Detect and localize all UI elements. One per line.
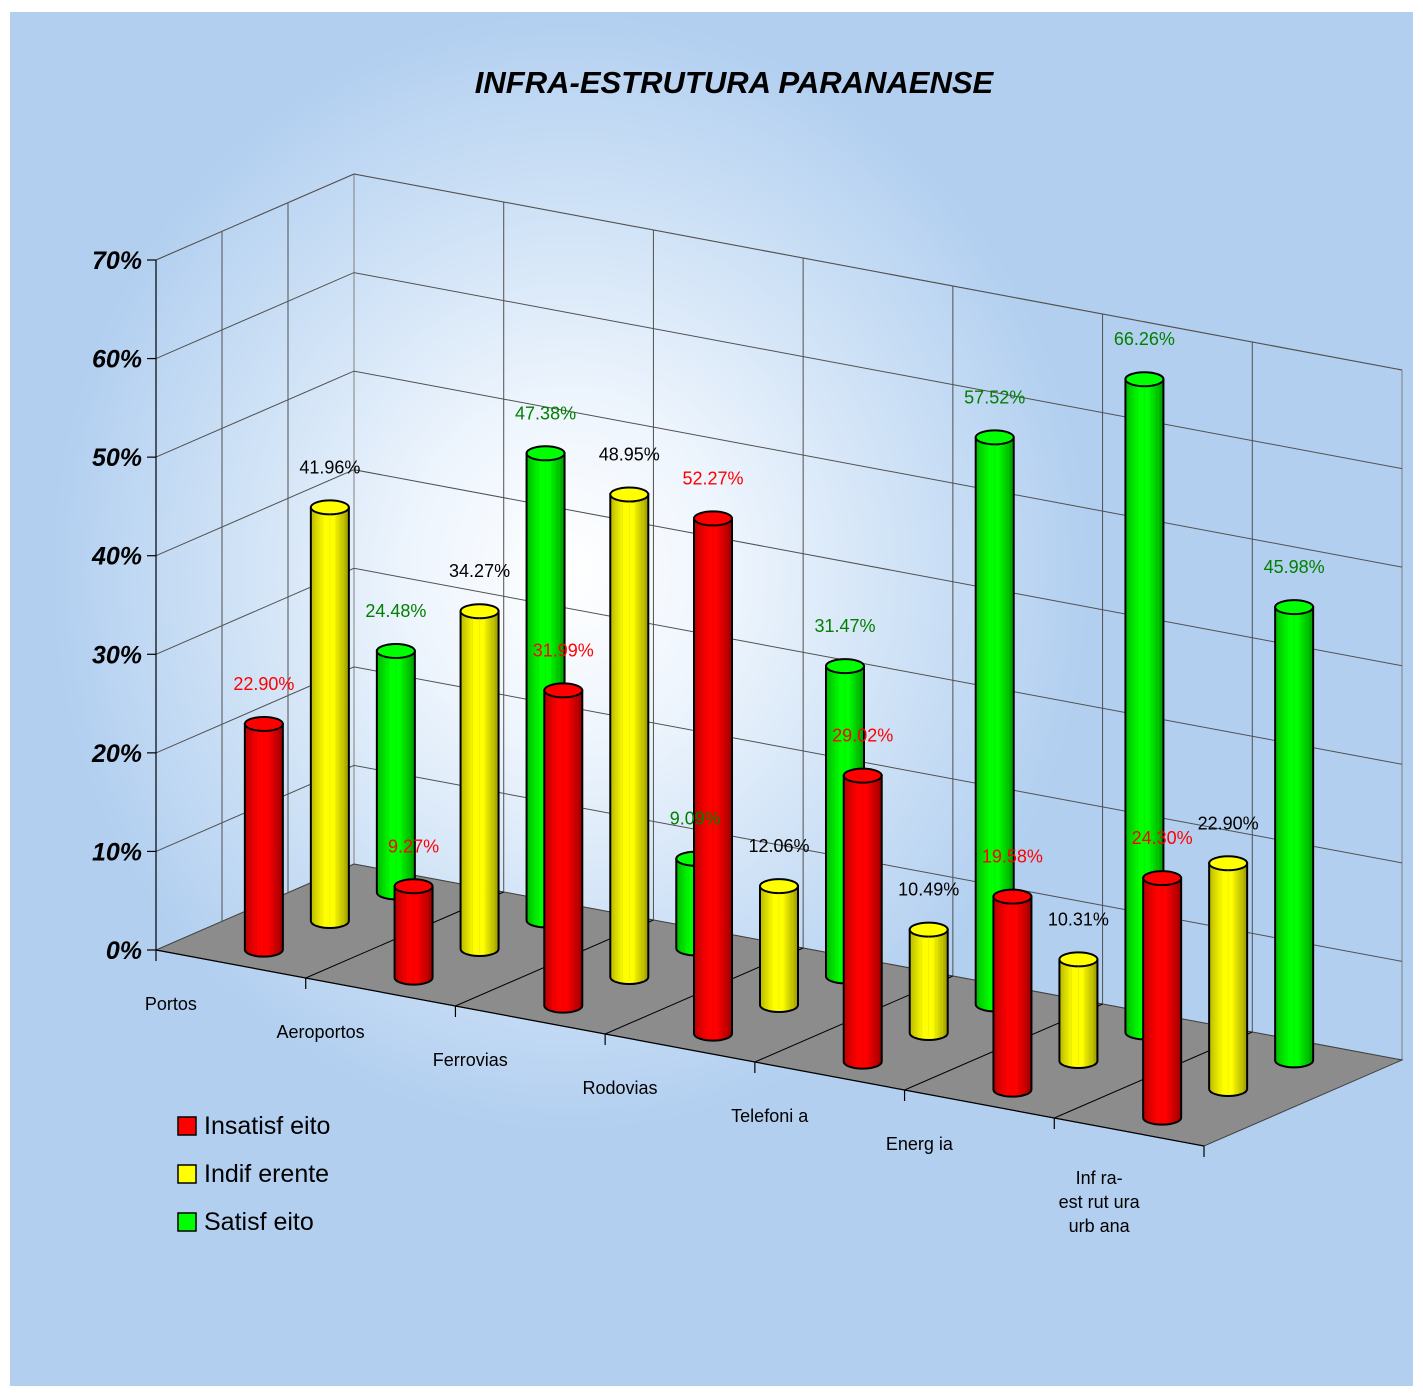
x-tick-label: Portos [145,994,197,1014]
data-label: 52.27% [682,468,743,488]
bar-cap [825,658,865,675]
bar-insatisfeito-6 [992,888,1033,1098]
y-tick-label: 60% [92,346,142,374]
data-label: 47.38% [515,403,576,423]
bar-cap [1274,599,1315,616]
bar-cap [393,878,434,895]
bar-cap [974,429,1015,446]
legend-swatch [177,1164,197,1184]
bar-cap [992,888,1033,905]
x-tick-label: Rodovias [582,1078,657,1098]
bar-cap [525,445,566,462]
data-label: 19.58% [982,847,1043,867]
bar-cap [375,643,416,660]
y-tick-label: 0% [106,937,142,965]
chart-background: INFRA-ESTRUTURA PARANAENSE 0% 10% 20% 30% 40… [10,12,1413,1386]
x-tick-label: Aeroportos [277,1022,365,1042]
data-label: 48.95% [599,444,660,464]
data-label: 10.31% [1048,909,1109,929]
bar-cap [759,878,799,895]
chart-svg: INFRA-ESTRUTURA PARANAENSE 0% 10% 20% 30% 40… [91,65,1404,1236]
y-tick-label: 70% [92,247,142,275]
bar-cap [309,499,350,516]
bar-indiferente-7 [1208,855,1249,1097]
data-label: 24.30% [1132,828,1193,848]
data-label: 66.26% [1114,329,1175,349]
bar-insatisfeito-7 [1142,870,1183,1126]
data-label: 24.48% [365,601,426,621]
x-tick-label-line: Inf ra- [1076,1168,1123,1188]
x-tick-label-line: urb ana [1069,1216,1131,1236]
bar-cap [908,921,949,938]
data-label: 9.09% [670,809,721,829]
y-tick-label: 20% [91,740,142,768]
bar-indiferente-6 [1058,951,1099,1069]
bar-cap [1058,951,1099,968]
bar-indiferente-4 [759,878,799,1013]
bar-cap [543,682,584,699]
data-label: 22.90% [233,674,294,694]
data-label: 12.06% [748,836,809,856]
data-label: 22.90% [1198,813,1259,833]
legend-label: Satisf eito [204,1208,314,1236]
bar-insatisfeito-3 [543,682,584,1014]
bar-cap [842,767,883,784]
legend-swatch [177,1212,197,1232]
bar-insatisfeito-2 [393,878,434,986]
data-label: 31.99% [533,640,594,660]
bar-satisfeito-7 [1274,599,1315,1069]
data-label: 9.27% [388,836,439,856]
y-tick-label: 10% [92,838,142,866]
gridline [155,173,1403,371]
data-label: 45.98% [1264,557,1325,577]
x-tick-label-line: est rut ura [1059,1192,1141,1212]
gridline [155,272,1403,470]
x-tick-label: Inf ra-est rut ura urb ana [1059,1168,1141,1236]
bar-indiferente-3 [609,486,650,985]
bar-insatisfeito-1 [243,715,284,958]
y-tick-label: 30% [92,641,142,669]
x-axis [155,949,1205,1147]
x-tick-label: Ferrovias [433,1050,508,1070]
legend-item-indiferente: Indif erente [177,1160,329,1188]
legend-label: Indif erente [204,1160,329,1188]
x-tick-label: Energ ia [886,1134,954,1154]
y-tick-label: 50% [92,444,142,472]
bar-insatisfeito-5 [842,767,883,1070]
bar-cap [1124,371,1165,388]
bar-cap [1208,855,1249,872]
y-tick-label: 40% [91,543,142,571]
chart-title: INFRA-ESTRUTURA PARANAENSE [475,65,995,100]
legend-label: Insatisf eito [204,1112,330,1140]
legend-item-insatisfeito: Insatisf eito [177,1112,330,1140]
x-tick-label: Telefoni a [731,1106,809,1126]
data-label: 57.52% [964,387,1025,407]
bar-cap [609,486,650,503]
data-label: 34.27% [449,561,510,581]
bar-cap [459,603,500,620]
data-label: 10.49% [898,880,959,900]
data-label: 29.02% [832,726,893,746]
bar-indiferente-5 [908,921,949,1041]
legend-swatch [177,1116,197,1136]
bar-cap [1142,870,1183,887]
bar-indiferente-1 [309,499,350,929]
bar-satisfeito-1 [375,643,416,901]
legend-item-satisfeito: Satisf eito [177,1208,314,1236]
data-label: 31.47% [814,616,875,636]
bar-cap [693,510,733,527]
bar-insatisfeito-4 [693,510,733,1042]
data-label: 41.96% [299,457,360,477]
bar-cap [243,715,284,732]
bar-indiferente-2 [459,603,500,957]
